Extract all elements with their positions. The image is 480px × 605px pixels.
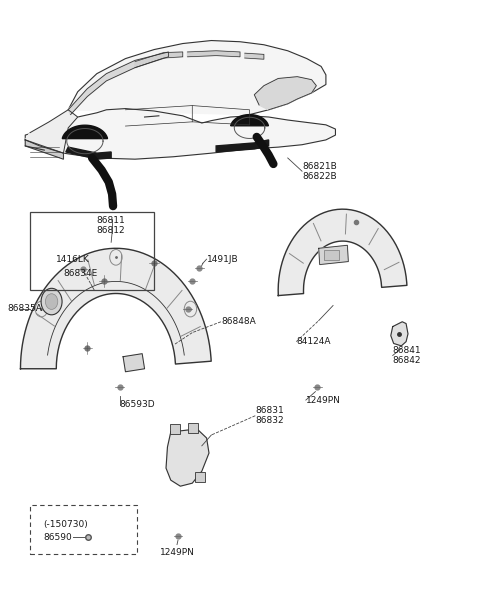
Text: 86848A: 86848A bbox=[221, 317, 256, 326]
Bar bbox=[195, 473, 205, 482]
Text: 86821B
86822B: 86821B 86822B bbox=[302, 162, 337, 181]
Polygon shape bbox=[66, 147, 111, 159]
Bar bbox=[324, 249, 339, 260]
Text: (-150730): (-150730) bbox=[43, 520, 88, 529]
Polygon shape bbox=[245, 53, 264, 59]
Text: 86590: 86590 bbox=[43, 533, 72, 542]
Polygon shape bbox=[68, 52, 168, 114]
Text: 86811
86812: 86811 86812 bbox=[97, 216, 126, 235]
Bar bbox=[188, 423, 198, 433]
Text: 86841
86842: 86841 86842 bbox=[393, 346, 421, 365]
Polygon shape bbox=[278, 209, 407, 296]
Text: 1249PN: 1249PN bbox=[306, 396, 341, 405]
Circle shape bbox=[41, 289, 62, 315]
Bar bbox=[170, 424, 180, 434]
Text: 1491JB: 1491JB bbox=[206, 255, 238, 264]
Polygon shape bbox=[166, 429, 209, 486]
Circle shape bbox=[46, 294, 58, 309]
Polygon shape bbox=[254, 77, 316, 110]
Text: 1416LK: 1416LK bbox=[56, 255, 90, 264]
Polygon shape bbox=[25, 110, 78, 153]
Text: 86593D: 86593D bbox=[120, 401, 156, 410]
Text: 86834E: 86834E bbox=[63, 269, 97, 278]
Polygon shape bbox=[188, 51, 240, 57]
Polygon shape bbox=[123, 354, 144, 371]
Polygon shape bbox=[135, 52, 183, 68]
Text: 84124A: 84124A bbox=[296, 337, 331, 346]
Polygon shape bbox=[231, 114, 268, 126]
Bar bbox=[30, 505, 137, 554]
Polygon shape bbox=[21, 248, 211, 368]
Polygon shape bbox=[216, 140, 269, 152]
Text: 86831
86832: 86831 86832 bbox=[255, 406, 284, 425]
Polygon shape bbox=[391, 322, 408, 346]
Polygon shape bbox=[319, 245, 348, 264]
Bar bbox=[30, 212, 154, 290]
Polygon shape bbox=[62, 125, 108, 139]
Text: 86835A: 86835A bbox=[8, 304, 42, 313]
Text: 1249PN: 1249PN bbox=[159, 548, 194, 557]
Polygon shape bbox=[68, 41, 326, 114]
Polygon shape bbox=[25, 108, 336, 159]
Polygon shape bbox=[25, 140, 63, 159]
